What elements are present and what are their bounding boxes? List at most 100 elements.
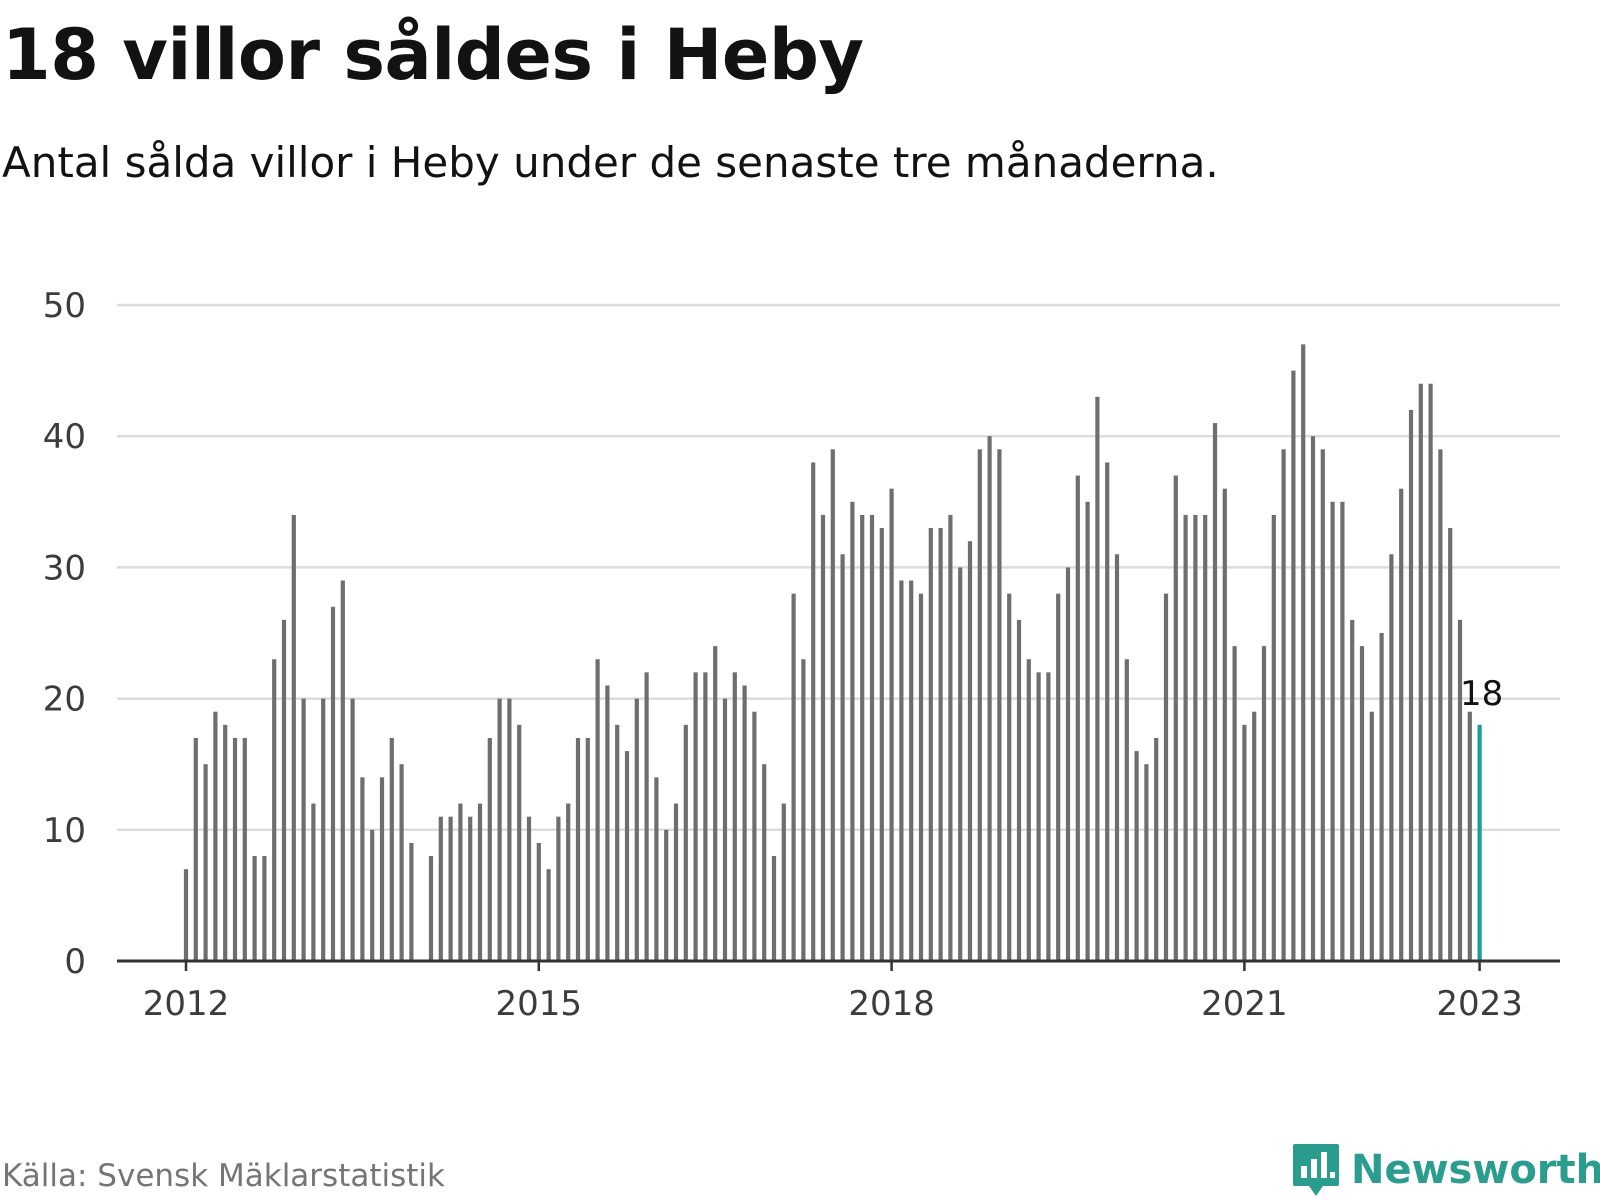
bar <box>664 829 669 961</box>
bar <box>1399 488 1404 961</box>
bar <box>948 514 953 961</box>
bar <box>252 856 257 961</box>
bar <box>791 593 796 961</box>
bar <box>967 541 973 961</box>
bar <box>291 514 296 961</box>
gridlines <box>117 303 1560 832</box>
bar <box>918 593 924 961</box>
bars <box>183 344 1482 962</box>
bar <box>977 449 982 961</box>
bar <box>1242 724 1247 961</box>
bar <box>732 672 737 961</box>
bar <box>1016 619 1022 961</box>
bar <box>1007 593 1012 961</box>
bar <box>526 816 532 961</box>
bar <box>428 856 434 961</box>
source-note: Källa: Svensk Mäklarstatistik <box>2 1158 445 1194</box>
bar <box>909 580 914 961</box>
bar <box>487 737 492 961</box>
bar <box>360 777 365 961</box>
bar <box>1114 554 1120 961</box>
bar <box>644 672 649 961</box>
bar <box>811 462 816 961</box>
bar <box>203 764 208 961</box>
bar <box>713 646 718 961</box>
bar <box>752 711 757 961</box>
bar <box>546 869 551 961</box>
highlight-bar <box>1477 724 1482 961</box>
chart-title: 18 villor såldes i Heby <box>2 14 864 96</box>
bar <box>1310 436 1316 961</box>
bar <box>1359 646 1365 961</box>
bar <box>1026 659 1031 961</box>
bar <box>1438 449 1443 961</box>
chart-subtitle: Antal sålda villor i Heby under de senas… <box>2 138 1219 187</box>
bar <box>183 869 189 961</box>
newsworthy-logo: Newsworthy <box>1291 1140 1600 1200</box>
bar <box>281 619 287 961</box>
bar <box>223 724 228 961</box>
bar <box>1320 449 1325 961</box>
bar <box>213 711 218 961</box>
bar <box>340 580 345 961</box>
bar <box>379 777 385 961</box>
bar <box>1046 672 1051 961</box>
bar <box>595 659 600 961</box>
bar <box>1457 619 1463 961</box>
bar <box>1134 751 1139 961</box>
bar <box>536 842 541 961</box>
bar <box>762 764 767 961</box>
bar <box>477 803 483 961</box>
bar <box>1448 528 1453 961</box>
bar <box>1036 672 1041 961</box>
bar <box>507 698 512 961</box>
bar <box>1193 514 1198 961</box>
bar <box>1340 501 1345 961</box>
bar <box>232 737 238 961</box>
bar <box>272 659 277 961</box>
bar <box>1163 593 1169 961</box>
bar-chart: 0 10 20 30 40 50 2012 2015 2018 2021 2023 18 <box>43 286 1560 1024</box>
bar <box>693 672 698 961</box>
bar <box>624 751 630 961</box>
bar <box>1065 567 1071 961</box>
y-tick-label: 20 <box>43 680 86 720</box>
brand-name: Newsworthy <box>1351 1147 1600 1193</box>
bar <box>262 856 267 961</box>
x-tick-label: 2018 <box>848 984 935 1024</box>
bar <box>1271 514 1276 961</box>
y-tick-label: 10 <box>43 811 86 851</box>
bar <box>242 737 247 961</box>
bar <box>585 737 590 961</box>
bar <box>1330 501 1335 961</box>
bar <box>1144 764 1149 961</box>
axes <box>117 959 1560 971</box>
bar <box>389 737 394 961</box>
bar <box>899 580 904 961</box>
bar <box>311 803 316 961</box>
x-tick-label: 2012 <box>143 984 230 1024</box>
bar <box>330 606 336 961</box>
bar <box>1467 711 1472 961</box>
bar <box>350 698 355 961</box>
bar <box>958 567 963 961</box>
bar <box>1281 449 1286 961</box>
bar <box>1154 737 1159 961</box>
bar <box>840 554 845 961</box>
bar <box>879 528 884 961</box>
bar <box>1291 370 1296 962</box>
bar <box>860 514 865 961</box>
bar <box>409 842 414 961</box>
bar <box>869 514 875 961</box>
bar <box>1379 633 1384 961</box>
bar <box>1173 475 1178 961</box>
bar <box>1222 488 1227 961</box>
bar <box>193 737 198 961</box>
bar <box>654 777 659 961</box>
x-tick-label: 2015 <box>496 984 583 1024</box>
bar <box>673 803 679 961</box>
y-tick-label: 40 <box>43 417 86 457</box>
bar <box>1418 383 1423 962</box>
bar <box>438 816 443 961</box>
bar <box>722 698 728 961</box>
